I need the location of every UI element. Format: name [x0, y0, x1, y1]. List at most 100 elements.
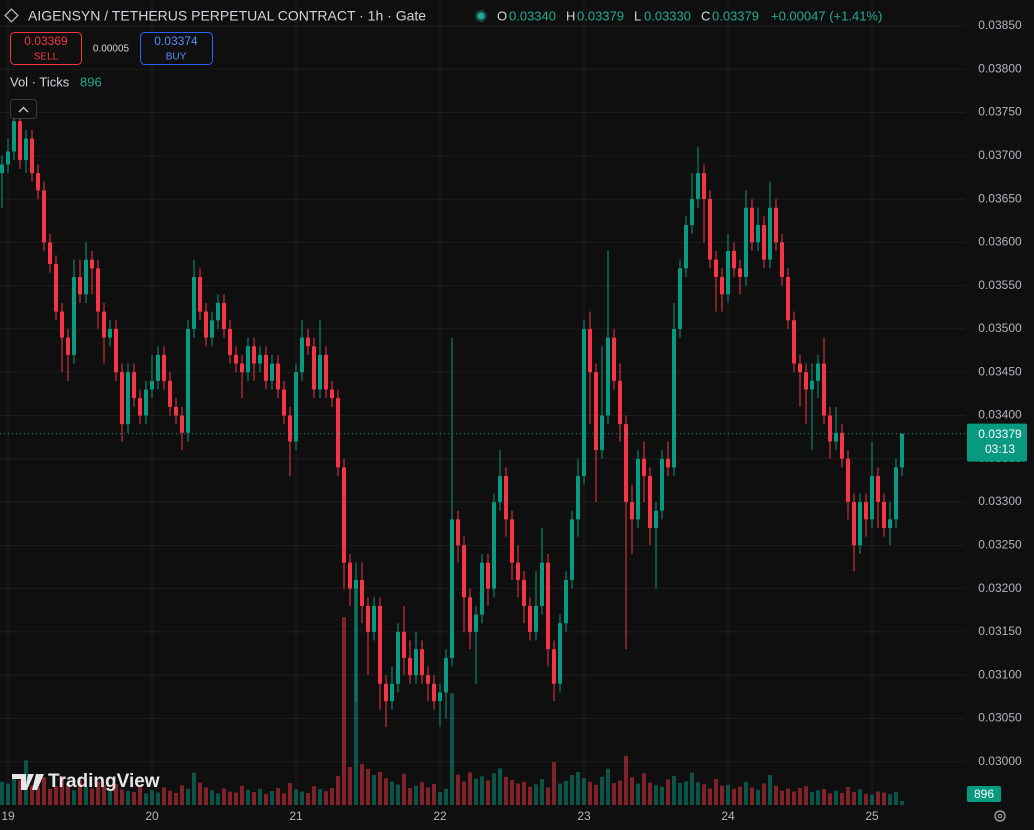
volume-bar	[48, 788, 52, 805]
candle-body	[642, 458, 646, 477]
volume-bar	[462, 781, 466, 805]
candle-body	[498, 476, 502, 503]
volume-bar	[498, 768, 502, 805]
candle-body	[522, 579, 526, 606]
volume-bar	[450, 693, 454, 805]
volume-bar	[768, 775, 772, 805]
volume-bar	[666, 779, 670, 805]
candle-body	[588, 328, 592, 373]
candle-body	[696, 173, 700, 200]
volume-bar	[294, 789, 298, 805]
candle-body	[234, 354, 238, 364]
candle-body	[510, 519, 514, 563]
candle-body	[390, 683, 394, 702]
candle-body	[624, 424, 628, 503]
candle-body	[726, 251, 730, 295]
candle-body	[564, 579, 568, 624]
volume-bar	[0, 781, 4, 805]
candle-body	[156, 354, 160, 381]
volume-bar	[30, 785, 34, 805]
candle-body	[654, 510, 658, 529]
volume-bar	[222, 788, 226, 805]
y-tick-label: 0.03300	[978, 494, 1022, 508]
candle-body	[786, 276, 790, 321]
x-tick-label: 19	[1, 809, 15, 823]
volume-bar	[546, 787, 550, 805]
candle-body	[570, 519, 574, 580]
volume-bar	[18, 779, 22, 805]
candle-body	[114, 328, 118, 373]
volume-bar	[192, 772, 196, 805]
candle-body	[660, 458, 664, 511]
sell-button[interactable]	[10, 32, 82, 65]
candle-body	[744, 207, 748, 277]
x-tick-label: 22	[433, 809, 447, 823]
volume-bar	[66, 783, 70, 805]
candle-body	[126, 372, 130, 425]
volume-value-label: 896	[974, 787, 994, 801]
y-tick-label: 0.03450	[978, 364, 1022, 378]
volume-bar	[486, 780, 490, 805]
sell-label: SELL	[34, 52, 59, 63]
candle-body	[876, 476, 880, 503]
volume-bar	[432, 783, 436, 805]
candle-body	[582, 328, 586, 477]
volume-bar	[288, 783, 292, 805]
symbol-icon[interactable]	[4, 8, 19, 23]
volume-bar	[480, 776, 484, 805]
volume-bar	[576, 771, 580, 805]
candle-body	[318, 354, 322, 390]
candle-body	[330, 389, 334, 399]
volume-bar	[330, 788, 334, 805]
volume-bar	[516, 783, 520, 805]
volume-bar	[252, 792, 256, 805]
candle-body	[282, 389, 286, 416]
volume-bar	[54, 786, 58, 805]
volume-bar	[534, 784, 538, 805]
candle-body	[36, 173, 40, 191]
volume-bar	[708, 788, 712, 805]
volume-bar	[270, 791, 274, 805]
volume-bar	[198, 782, 202, 805]
overlay: AIGENSYN / TETHERUS PERPETUAL CONTRACT ·…	[1, 8, 1027, 823]
candle-body	[96, 268, 100, 312]
volume-bar	[660, 786, 664, 805]
candle-body	[132, 372, 136, 399]
volume-bar	[408, 788, 412, 805]
watermark-logo	[12, 774, 44, 790]
volume-bar	[282, 793, 286, 805]
candle-body	[540, 562, 544, 606]
volume-bar	[846, 787, 850, 805]
volume-bar	[828, 793, 832, 805]
candle-body	[816, 363, 820, 381]
y-tick-label: 0.03000	[978, 754, 1022, 768]
candle-body	[858, 502, 862, 546]
candle-body	[780, 242, 784, 277]
volume-bar	[894, 792, 898, 805]
candle-body	[54, 264, 58, 312]
settings-icon[interactable]	[994, 810, 1006, 822]
candle-body	[804, 372, 808, 390]
candle-body	[678, 268, 682, 329]
volume-bar	[186, 788, 190, 805]
collapse-button[interactable]	[10, 99, 37, 119]
volume-bar	[162, 787, 166, 805]
volume-bar	[804, 786, 808, 805]
ohlc-value: 0.03379	[577, 8, 624, 23]
candle-body	[162, 354, 166, 381]
volume-bar	[612, 783, 616, 805]
volume-bar	[558, 783, 562, 805]
symbol-title[interactable]: AIGENSYN / TETHERUS PERPETUAL CONTRACT ·…	[28, 8, 426, 24]
candle-body	[168, 380, 172, 407]
volume-bar	[852, 792, 856, 805]
candle-body	[480, 562, 484, 615]
candle-body	[300, 337, 304, 373]
volume-bar	[654, 785, 658, 805]
buy-button[interactable]	[140, 32, 213, 65]
candle-body	[432, 683, 436, 702]
volume-bar	[762, 783, 766, 805]
candle-body	[774, 207, 778, 243]
candle-body	[384, 683, 388, 702]
candle-body	[414, 649, 418, 676]
volume-bar	[468, 772, 472, 805]
